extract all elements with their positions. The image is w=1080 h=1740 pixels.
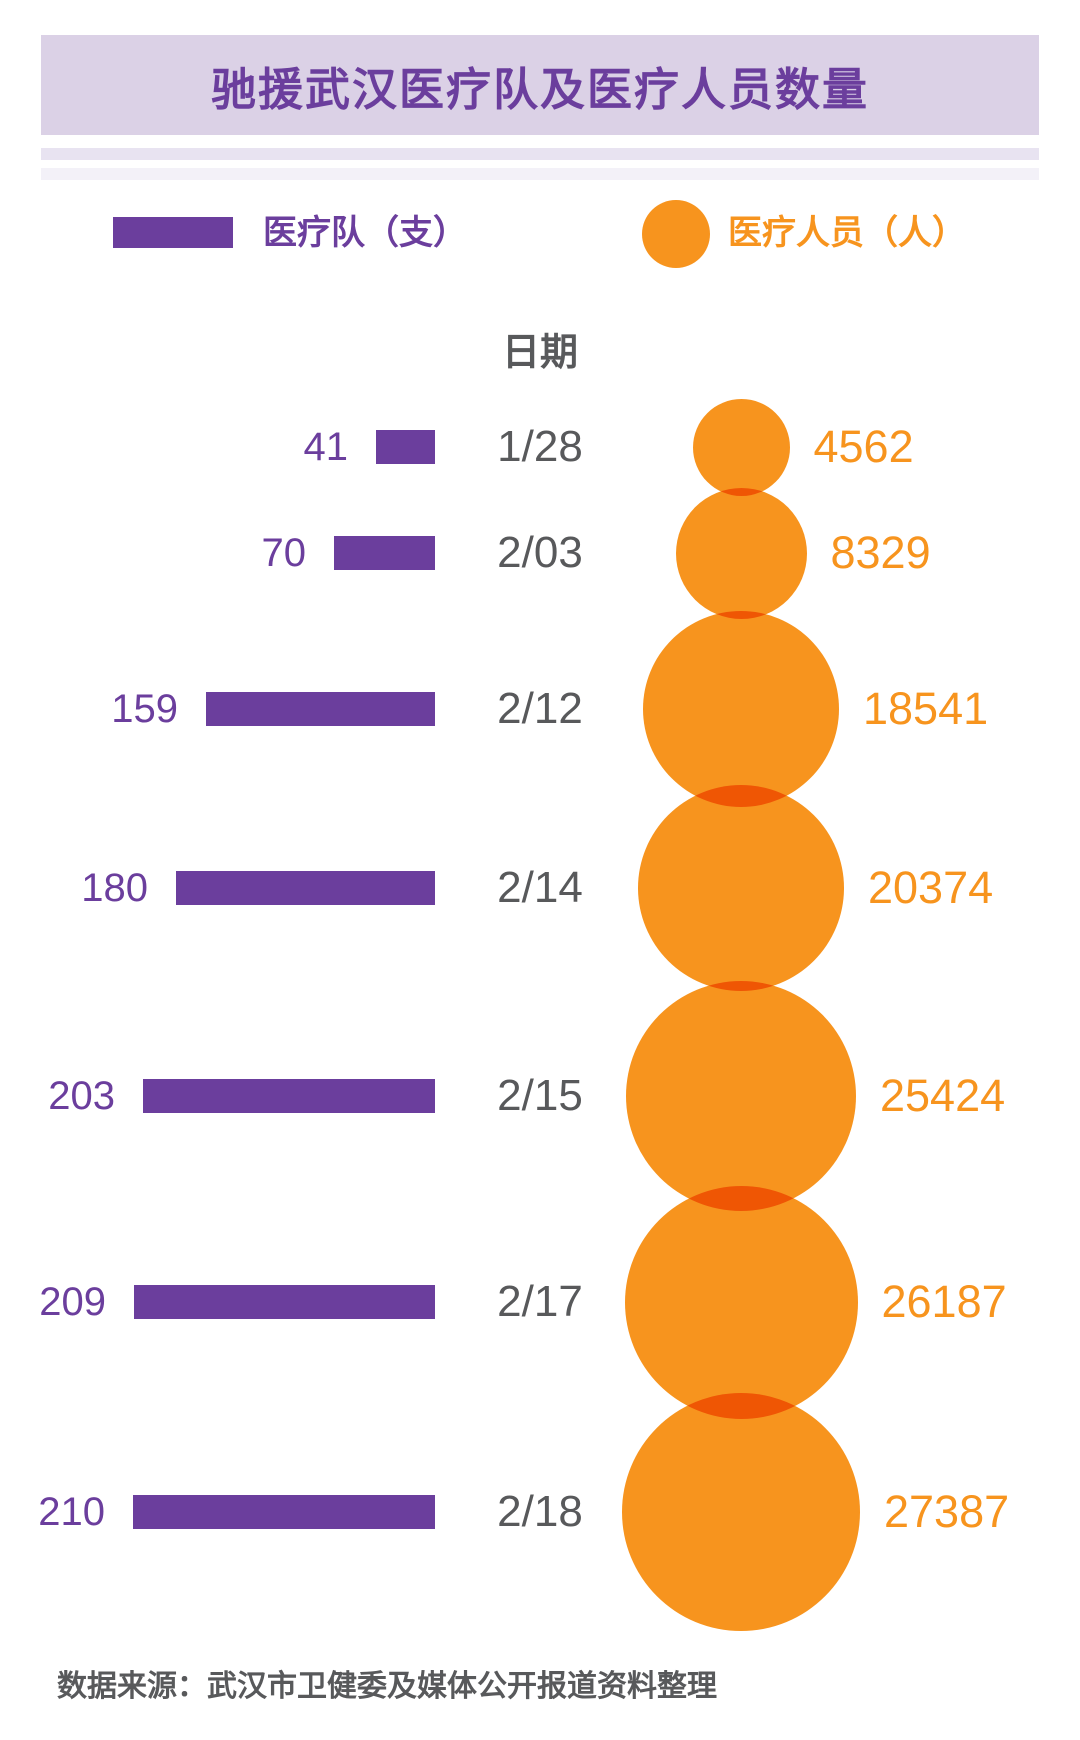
teams-value: 180 xyxy=(81,865,148,910)
personnel-value: 18541 xyxy=(863,683,989,734)
teams-value: 70 xyxy=(261,530,307,575)
personnel-circle xyxy=(638,785,844,991)
teams-bar xyxy=(134,1285,435,1319)
personnel-value: 25424 xyxy=(880,1070,1006,1121)
personnel-circle xyxy=(622,1393,860,1631)
personnel-circle xyxy=(675,487,807,619)
teams-bar-group: 70 xyxy=(261,530,435,575)
date-column-header: 日期 xyxy=(501,332,578,374)
teams-bar-group: 210 xyxy=(38,1490,435,1534)
personnel-circle xyxy=(643,611,839,807)
personnel-circle xyxy=(626,981,856,1211)
teams-bar xyxy=(334,536,435,570)
personnel-value: 26187 xyxy=(881,1276,1007,1327)
teams-value: 203 xyxy=(48,1073,115,1118)
date-label: 2/17 xyxy=(497,1277,583,1326)
teams-bar-group: 203 xyxy=(48,1074,435,1118)
personnel-circle xyxy=(624,1185,858,1419)
teams-bar xyxy=(176,871,435,905)
teams-bar xyxy=(143,1079,435,1113)
chart-title: 驰援武汉医疗队及医疗人员数量 xyxy=(210,63,869,115)
personnel-value: 8329 xyxy=(830,527,931,578)
date-label: 2/14 xyxy=(497,863,583,912)
date-label: 2/18 xyxy=(497,1487,583,1536)
teams-bar xyxy=(376,430,435,464)
decor-stripe-top xyxy=(41,148,1039,160)
teams-bar-group: 159 xyxy=(111,687,435,731)
teams-bar xyxy=(206,692,435,726)
teams-value: 210 xyxy=(38,1489,105,1534)
date-label: 1/28 xyxy=(497,422,583,471)
personnel-value: 20374 xyxy=(868,862,994,913)
personnel-value: 27387 xyxy=(884,1486,1010,1537)
data-source-note: 数据来源：武汉市卫健委及媒体公开报道资料整理 xyxy=(57,1670,717,1703)
teams-bar-group: 209 xyxy=(39,1280,435,1324)
teams-bar-group: 41 xyxy=(303,424,435,469)
personnel-value: 4562 xyxy=(813,421,914,472)
teams-legend-swatch xyxy=(113,217,233,248)
personnel-circle xyxy=(692,398,790,496)
personnel-legend-label: 医疗人员（人） xyxy=(728,214,966,252)
personnel-legend-dot-icon xyxy=(642,200,710,268)
teams-value: 41 xyxy=(303,424,349,469)
teams-value: 209 xyxy=(39,1279,106,1324)
teams-bar xyxy=(133,1495,435,1529)
teams-bar-group: 180 xyxy=(81,866,435,910)
decor-stripe-bottom xyxy=(41,168,1039,180)
teams-value: 159 xyxy=(111,686,178,731)
teams-legend-label: 医疗队（支） xyxy=(263,214,467,252)
date-label: 2/12 xyxy=(497,684,583,733)
title-band: 驰援武汉医疗队及医疗人员数量 xyxy=(41,35,1039,135)
date-label: 2/15 xyxy=(497,1071,583,1120)
date-label: 2/03 xyxy=(497,528,583,577)
